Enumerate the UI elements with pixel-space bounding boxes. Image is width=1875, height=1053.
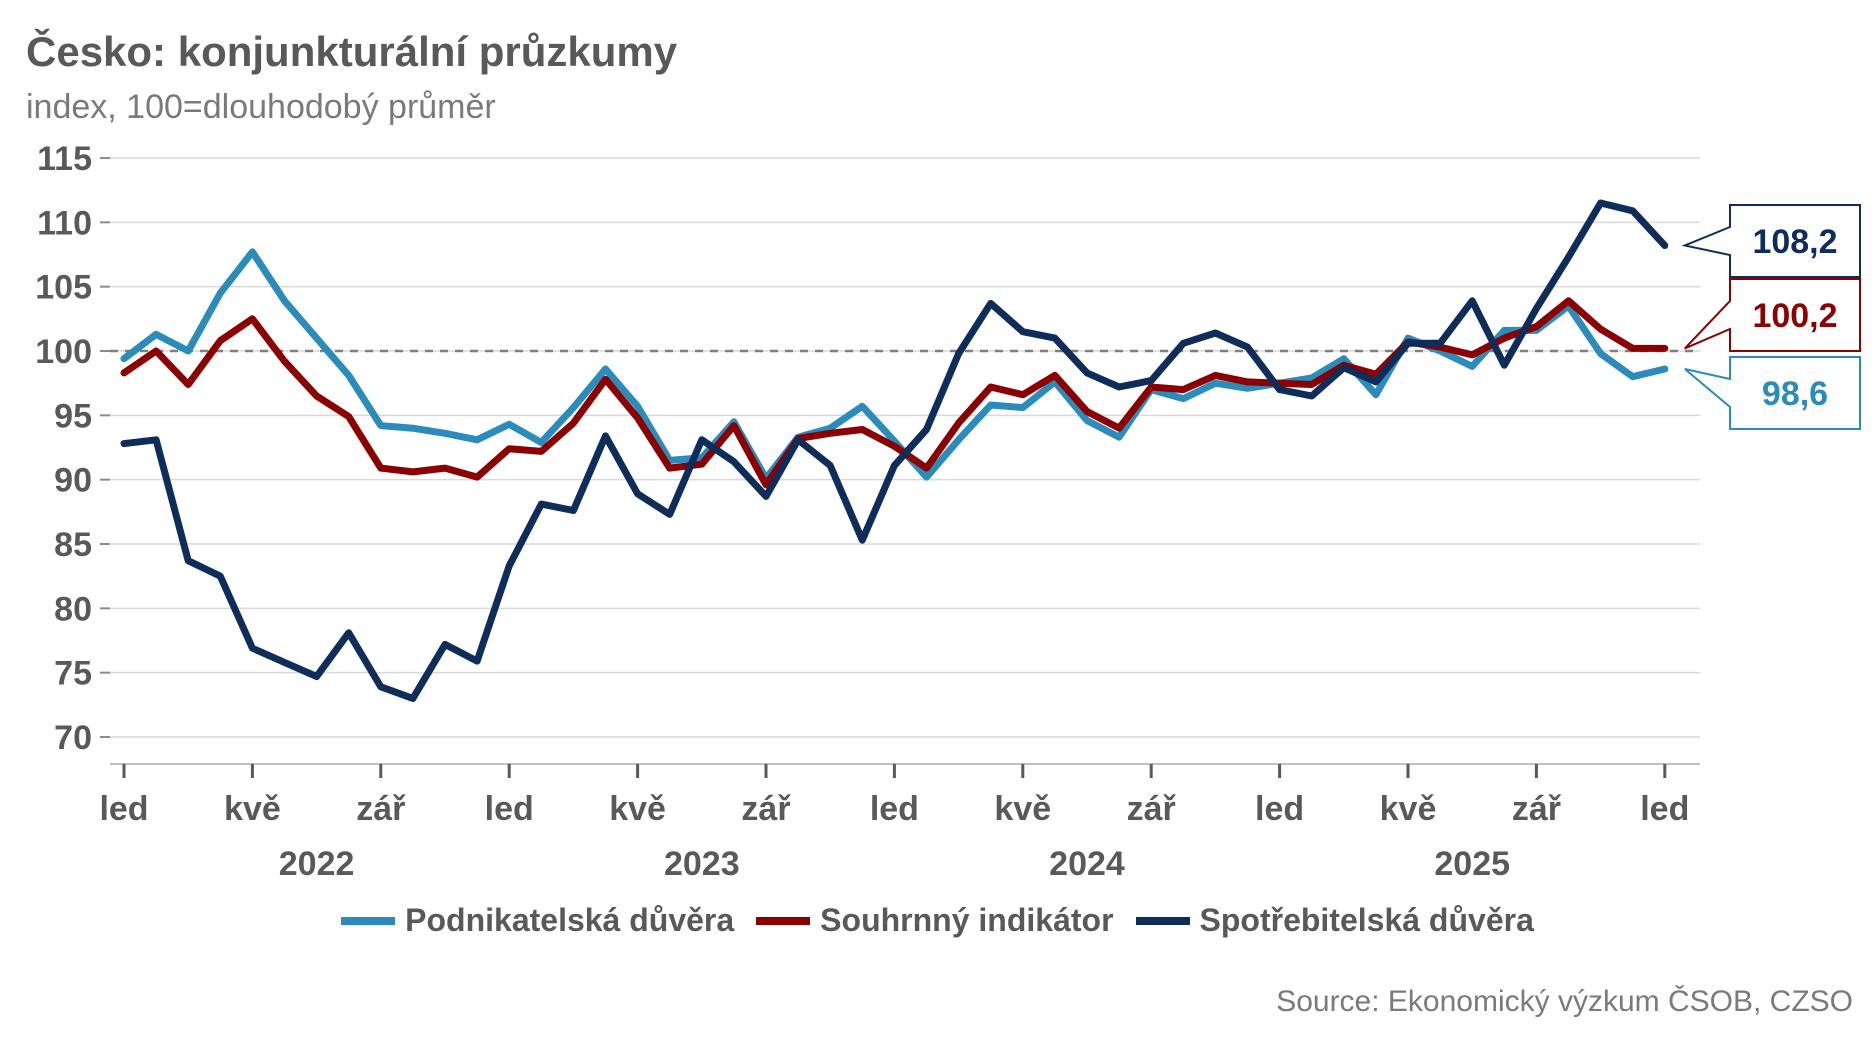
x-axis: led kvě zář led kvě zář led kvě zář led kvě zář led 2…: [99, 763, 1700, 883]
callout-box-composite: [1684, 278, 1861, 352]
legend-swatch-consumer: [1135, 916, 1190, 925]
series-line-consumer: [120, 199, 1669, 702]
year-label: 2025: [1434, 845, 1510, 883]
series-line-business: [120, 248, 1669, 482]
gridlines: [110, 157, 1700, 738]
x-tick-label: kvě: [224, 790, 281, 828]
x-tick-label: zář: [741, 790, 791, 828]
chart-subtitle: index, 100=dlouhodobý průměr: [26, 88, 496, 126]
x-tick-label: led: [99, 790, 148, 828]
y-tick-label: 90: [54, 462, 92, 500]
legend-label-composite: Souhrnný indikátor: [820, 902, 1114, 938]
callout-value-business: 98,6: [1762, 375, 1828, 413]
y-tick-label: 115: [37, 140, 92, 178]
legend-item-composite: Souhrnný indikátor: [756, 902, 1114, 939]
y-tick-label: 100: [35, 333, 92, 371]
series-line-composite: [120, 297, 1669, 489]
y-tick-label: 75: [54, 655, 92, 693]
callout-value-composite: 100,2: [1752, 297, 1837, 335]
y-tick-label: 80: [54, 590, 92, 628]
x-tick-label: kvě: [609, 790, 666, 828]
chart-title: Česko: konjunkturální průzkumy: [26, 28, 678, 75]
x-tick-label: zář: [356, 790, 406, 828]
callout-value-consumer: 108,2: [1752, 223, 1837, 261]
legend-item-business: Podnikatelská důvěra: [341, 902, 734, 939]
year-label: 2023: [664, 845, 740, 883]
x-tick-label: zář: [1512, 790, 1562, 828]
y-tick-label: 70: [54, 719, 92, 757]
legend-swatch-business: [341, 916, 396, 925]
y-tick-label: 110: [37, 204, 92, 242]
legend-swatch-composite: [756, 916, 811, 925]
y-tick-label: 105: [35, 269, 92, 307]
legend-label-business: Podnikatelská důvěra: [405, 902, 735, 938]
year-label: 2022: [279, 845, 355, 883]
legend-item-consumer: Spotřebitelská důvěra: [1135, 902, 1534, 939]
legend-label-consumer: Spotřebitelská důvěra: [1199, 902, 1534, 938]
series-lines: [120, 199, 1669, 702]
source-note: Source: Ekonomický výzkum ČSOB, CZSO: [1276, 985, 1853, 1018]
x-tick-label: kvě: [1380, 790, 1437, 828]
y-tick-label: 95: [54, 397, 92, 435]
legend: Podnikatelská důvěra Souhrnný indikátor …: [0, 902, 1875, 939]
y-tick-label: 85: [54, 526, 92, 564]
callout-box-business: [1684, 356, 1861, 430]
x-tick-label: led: [870, 790, 919, 828]
x-tick-label: kvě: [994, 790, 1051, 828]
x-tick-label: led: [1640, 790, 1689, 828]
y-axis-ticks: 70 75 80 85 90 95 100 105 110 115: [35, 140, 110, 757]
x-tick-label: led: [485, 790, 534, 828]
x-tick-label: zář: [1127, 790, 1177, 828]
x-tick-label: led: [1255, 790, 1304, 828]
callout-box-consumer: [1681, 204, 1861, 278]
end-value-callouts: 108,2 100,2 98,6: [1681, 204, 1861, 430]
year-label: 2024: [1049, 845, 1125, 883]
